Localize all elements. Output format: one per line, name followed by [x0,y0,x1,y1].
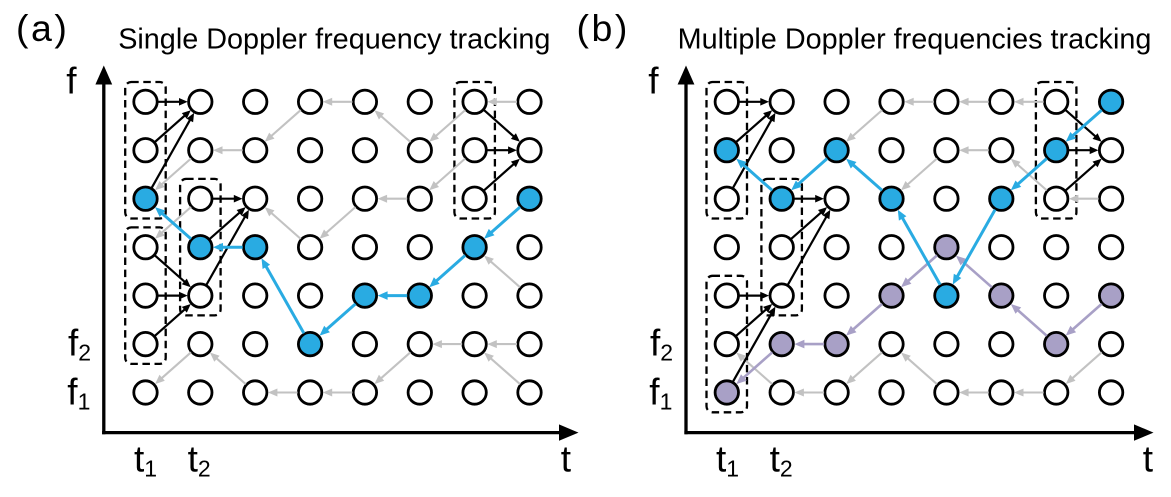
svg-text:t: t [1143,439,1154,480]
svg-text:f: f [66,60,77,101]
svg-text:Multiple Doppler frequencies t: Multiple Doppler frequencies tracking [678,23,1152,55]
svg-text:t: t [561,439,572,480]
svg-text:(b): (b) [577,7,630,49]
svg-text:Single Doppler frequency track: Single Doppler frequency tracking [118,23,550,55]
svg-text:(a): (a) [16,7,69,49]
svg-text:f: f [648,60,659,101]
